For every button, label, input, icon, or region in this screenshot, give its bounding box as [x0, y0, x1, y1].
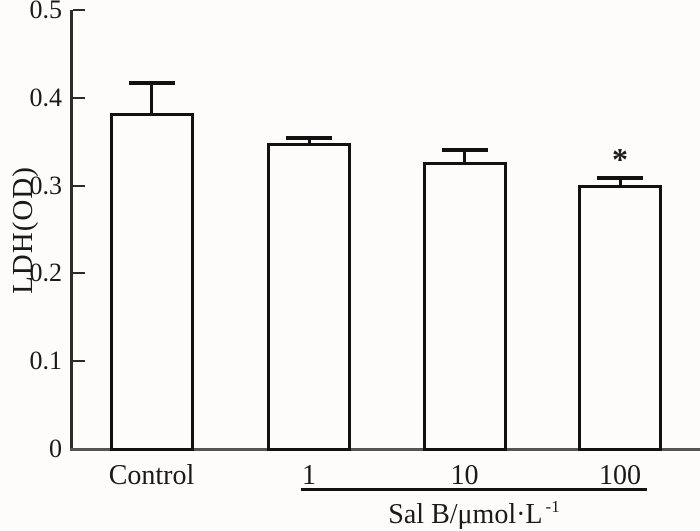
group-underline [301, 488, 647, 491]
error-bar-stem [463, 150, 466, 165]
y-axis-tick-label: 0.3 [29, 171, 63, 200]
significance-marker: * [612, 140, 628, 177]
error-bar-stem [307, 138, 311, 147]
bar-10 [422, 161, 507, 451]
y-axis-tick [73, 272, 85, 274]
error-bar-stem [618, 177, 622, 188]
error-bar-cap [128, 80, 175, 85]
y-axis-tick-label: 0.1 [29, 346, 63, 375]
y-axis-tick-label: 0.2 [29, 258, 63, 287]
bar-100 [578, 184, 662, 451]
x-axis-title-text: Sal B/μmol·L [388, 499, 543, 530]
y-axis-tick [73, 360, 85, 362]
error-bar-cap [597, 175, 643, 180]
x-category-label: 100 [599, 460, 641, 491]
y-axis-tick-label: 0 [49, 434, 62, 463]
bar-1 [267, 143, 351, 451]
y-axis-tick [73, 185, 85, 187]
y-axis-tick [73, 9, 85, 11]
y-axis-line [70, 10, 73, 451]
y-axis-tick [73, 97, 85, 99]
y-axis-tick-label: 0.4 [29, 83, 63, 112]
error-bar-cap [441, 148, 488, 153]
y-axis-tick-label: 0.5 [29, 0, 63, 24]
x-axis-title-superscript: -1 [545, 497, 560, 516]
error-bar-stem [150, 82, 153, 116]
bar-control [109, 112, 194, 451]
x-category-label: 10 [450, 460, 479, 491]
x-category-label: Control [108, 460, 195, 491]
error-bar-cap [286, 136, 332, 141]
x-axis-line [70, 448, 700, 451]
x-axis-title: Sal B/μmol·L -1 [324, 497, 624, 530]
y-axis-title: LDH(OD) [7, 166, 39, 294]
x-category-label: 1 [302, 460, 316, 491]
